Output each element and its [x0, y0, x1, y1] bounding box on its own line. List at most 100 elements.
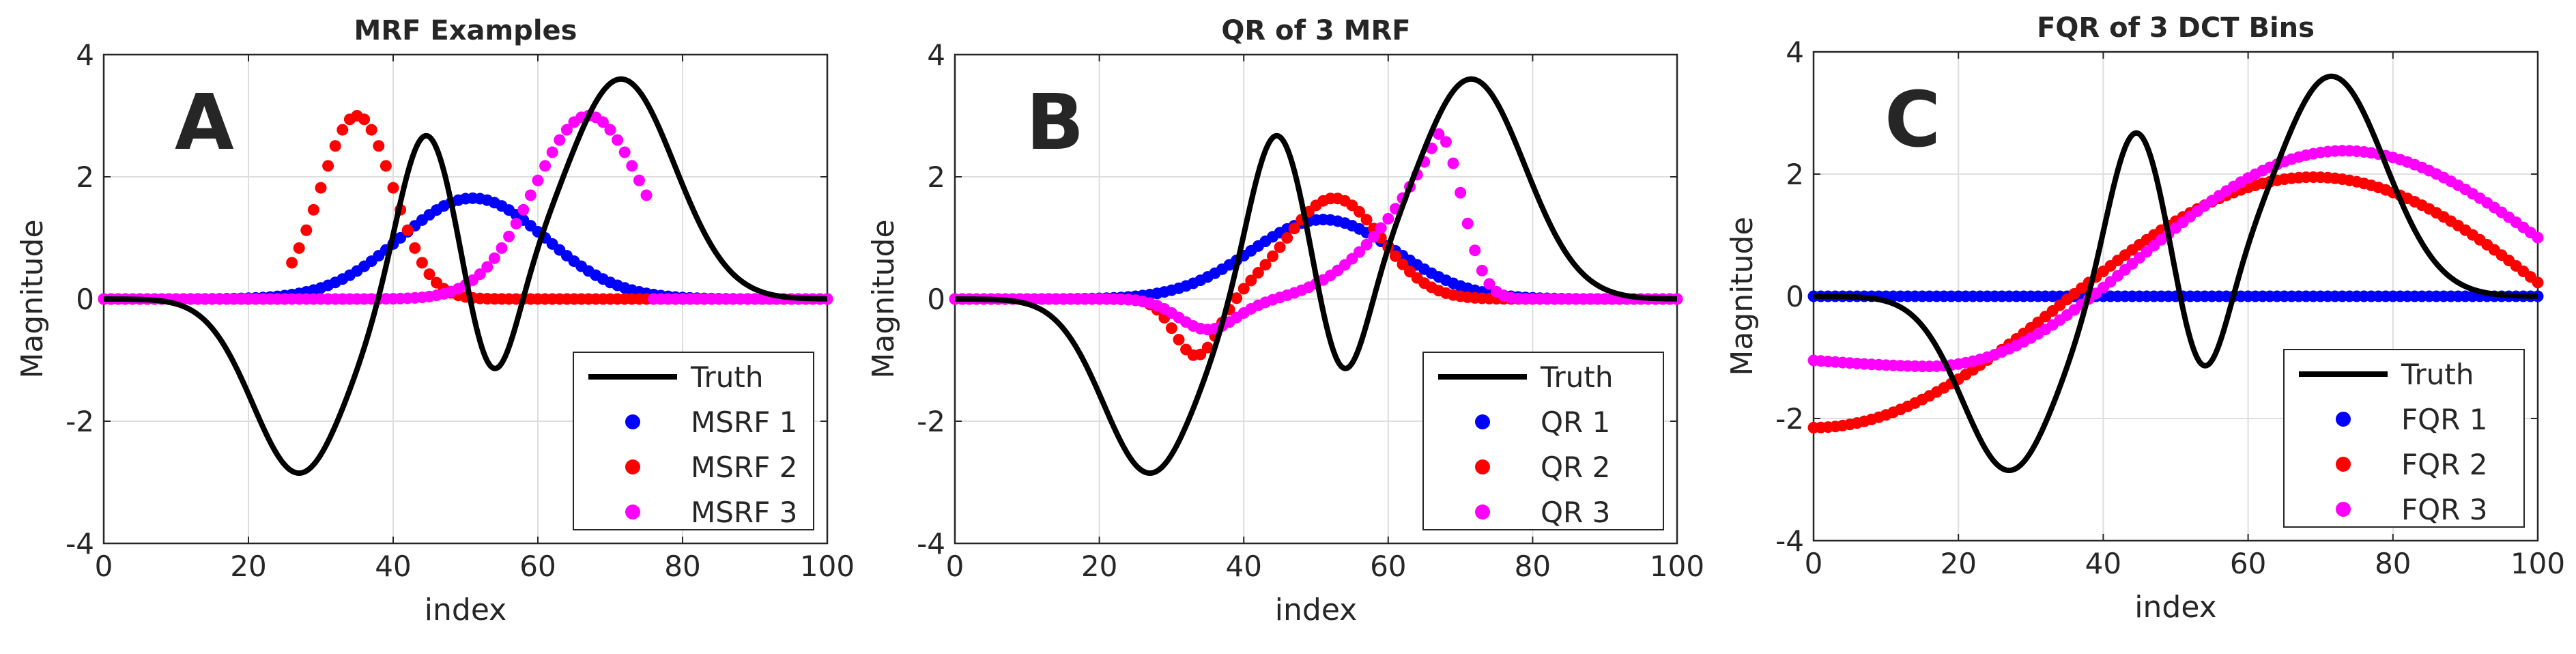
legend: Truth FQR 1 FQR 2 FQR 3	[2283, 349, 2525, 528]
legend-marker-swatch	[2336, 502, 2351, 517]
data-point	[1201, 341, 1214, 354]
data-point	[1483, 278, 1495, 290]
panel-b: 0 20 40 60 80 100 -4 -2 0 2 4 QR of 3 MRF index Magni…	[866, 15, 1704, 627]
legend-label: MSRF 1	[691, 406, 797, 439]
y-tick-label: -4	[1775, 524, 1804, 558]
data-point	[322, 160, 334, 172]
data-point	[300, 224, 313, 236]
y-tick-label: 4	[76, 38, 94, 72]
data-point	[401, 224, 414, 236]
data-point	[1397, 258, 1409, 270]
data-point	[423, 268, 435, 281]
legend: Truth QR 1 QR 2 QR 3	[1422, 352, 1664, 530]
data-point	[612, 134, 624, 146]
legend-box	[2283, 349, 2525, 528]
data-point	[488, 252, 500, 264]
x-tick-label: 0	[95, 550, 113, 583]
data-point	[1360, 214, 1373, 226]
legend-label: FQR 1	[2401, 403, 2487, 436]
legend-label: FQR 3	[2401, 493, 2487, 526]
data-point	[358, 113, 371, 126]
data-point	[1360, 238, 1373, 251]
y-tick-label: 0	[1786, 280, 1804, 313]
legend-box	[1422, 352, 1664, 530]
legend-label: Truth	[2401, 358, 2474, 391]
data-point	[365, 124, 377, 136]
legend-box	[573, 352, 814, 530]
panel-a: 0 20 40 60 80 100 -4 -2 0 2 4 MRF Examples index Magn…	[15, 15, 855, 627]
x-tick-label: 60	[519, 550, 556, 583]
legend-marker-swatch	[1475, 459, 1490, 474]
y-tick-label: -2	[917, 405, 945, 438]
chart-title: QR of 3 MRF	[1221, 15, 1410, 46]
legend-label: QR 2	[1541, 451, 1610, 484]
data-point	[1353, 205, 1365, 218]
legend-label: QR 3	[1541, 496, 1610, 529]
x-tick-label: 80	[1515, 550, 1551, 583]
y-axis-label: Magnitude	[866, 219, 901, 378]
data-point	[1274, 241, 1286, 253]
data-point	[409, 242, 421, 254]
y-tick-label: 0	[76, 283, 94, 316]
data-point	[1476, 264, 1488, 276]
panel-letter: B	[1026, 79, 1084, 167]
data-point	[1281, 231, 1293, 244]
data-point	[1353, 246, 1365, 258]
data-point	[2532, 231, 2544, 244]
data-point	[1194, 348, 1207, 360]
x-tick-label: 20	[1940, 547, 1976, 580]
data-point	[510, 218, 522, 230]
data-point	[618, 146, 631, 158]
legend-marker-swatch	[1475, 414, 1490, 429]
legend-marker-swatch	[625, 459, 640, 474]
data-point	[1469, 244, 1481, 257]
x-tick-label: 100	[800, 550, 855, 583]
y-tick-label: 2	[927, 160, 945, 194]
y-tick-label: 0	[927, 283, 945, 316]
x-tick-label: 0	[946, 550, 964, 583]
data-point	[2532, 290, 2544, 302]
data-point	[1447, 157, 1459, 169]
x-axis-label: index	[425, 593, 506, 627]
y-tick-label: -4	[917, 527, 945, 560]
x-tick-label: 100	[1650, 550, 1704, 583]
data-point	[1288, 223, 1300, 235]
legend-label: MSRF 2	[691, 451, 797, 484]
y-tick-label: -2	[66, 405, 94, 438]
data-point	[821, 293, 833, 305]
data-point	[1259, 259, 1272, 271]
x-tick-label: 80	[2375, 547, 2411, 580]
data-point	[2532, 276, 2544, 289]
x-tick-label: 80	[664, 550, 700, 583]
legend-label: QR 1	[1541, 406, 1610, 439]
data-point	[1165, 322, 1177, 335]
data-point	[416, 257, 428, 269]
data-point	[1440, 136, 1452, 148]
data-point	[329, 140, 341, 152]
data-point	[1368, 231, 1380, 243]
chart-title: MRF Examples	[354, 15, 577, 46]
data-point	[1433, 128, 1445, 140]
data-point	[1173, 333, 1185, 345]
y-tick-label: 2	[1786, 158, 1804, 191]
series-fqr-1	[1807, 290, 2544, 302]
data-point	[1245, 274, 1257, 287]
data-point	[1252, 266, 1264, 279]
x-tick-label: 0	[1805, 547, 1823, 580]
x-axis-label: index	[2134, 590, 2216, 625]
data-point	[481, 261, 493, 273]
x-tick-label: 60	[2230, 547, 2266, 580]
legend-marker-swatch	[2336, 412, 2351, 427]
series-truth-line	[954, 76, 1678, 477]
data-point	[1237, 283, 1250, 295]
data-point	[496, 242, 508, 254]
data-point	[474, 268, 486, 281]
x-tick-label: 20	[1081, 550, 1117, 583]
y-axis-label: Magnitude	[1725, 216, 1760, 375]
legend: Truth MSRF 1 MSRF 2 MSRF 3	[573, 352, 814, 530]
data-point	[633, 174, 645, 186]
data-point	[1231, 292, 1243, 304]
data-point	[539, 160, 552, 172]
data-point	[640, 189, 653, 201]
